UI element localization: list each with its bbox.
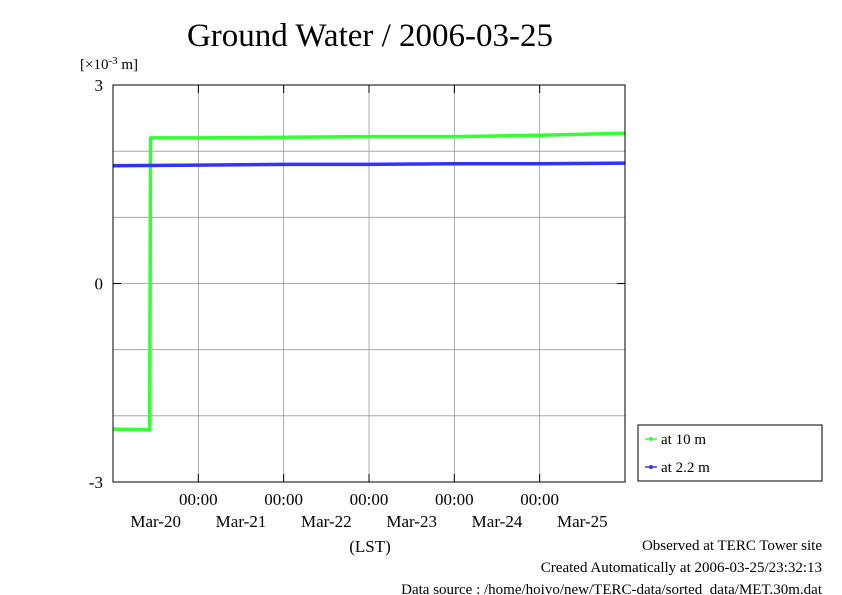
x-date-label: Mar-20 — [130, 512, 181, 531]
footer-created: Created Automatically at 2006-03-25/23:3… — [541, 560, 822, 576]
legend-label: at 10 m — [661, 432, 706, 448]
x-time-label: 00:00 — [179, 490, 218, 509]
grid-lines — [113, 85, 625, 482]
x-date-label: Mar-24 — [472, 512, 523, 531]
y-unit-suffix: m] — [118, 57, 138, 73]
series-line-0 — [112, 131, 626, 432]
y-tick-label: -3 — [89, 473, 103, 492]
series-layer — [112, 131, 626, 432]
x-time-label: 00:00 — [435, 490, 474, 509]
y-tick-label: 0 — [95, 275, 104, 294]
legend-swatch-marker — [649, 465, 653, 469]
chart-title: Ground Water / 2006-03-25 — [187, 18, 553, 54]
series-line-1 — [112, 161, 626, 168]
legend: at 10 m at 2.2 m — [637, 424, 823, 482]
footer-observed: Observed at TERC Tower site — [642, 538, 822, 554]
y-unit-prefix: [×10 — [80, 57, 108, 73]
legend-box — [637, 424, 823, 482]
y-axis-ticks: 3 0 -3 — [89, 76, 625, 492]
x-axis-ticks: 00:00 00:00 00:00 00:00 00:00 Mar-20 Mar-21 Mar… — [130, 85, 608, 531]
x-time-label: 00:00 — [264, 490, 303, 509]
x-time-label: 00:00 — [350, 490, 389, 509]
x-time-label: 00:00 — [520, 490, 559, 509]
x-date-label: Mar-23 — [386, 512, 437, 531]
x-date-label: Mar-22 — [301, 512, 352, 531]
legend-entries: at 10 m at 2.2 m — [645, 432, 710, 476]
legend-swatch-marker — [649, 437, 653, 441]
y-tick-label: 3 — [95, 76, 104, 95]
y-unit-exponent: -3 — [108, 55, 118, 67]
y-unit-label: [×10-3 m] — [80, 55, 138, 73]
x-date-label: Mar-25 — [557, 512, 608, 531]
footer-source: Data source : /home/hoivo/new/TERC-data/… — [401, 582, 823, 595]
legend-label: at 2.2 m — [661, 460, 710, 476]
x-axis-label: (LST) — [349, 537, 391, 556]
x-date-label: Mar-21 — [216, 512, 267, 531]
